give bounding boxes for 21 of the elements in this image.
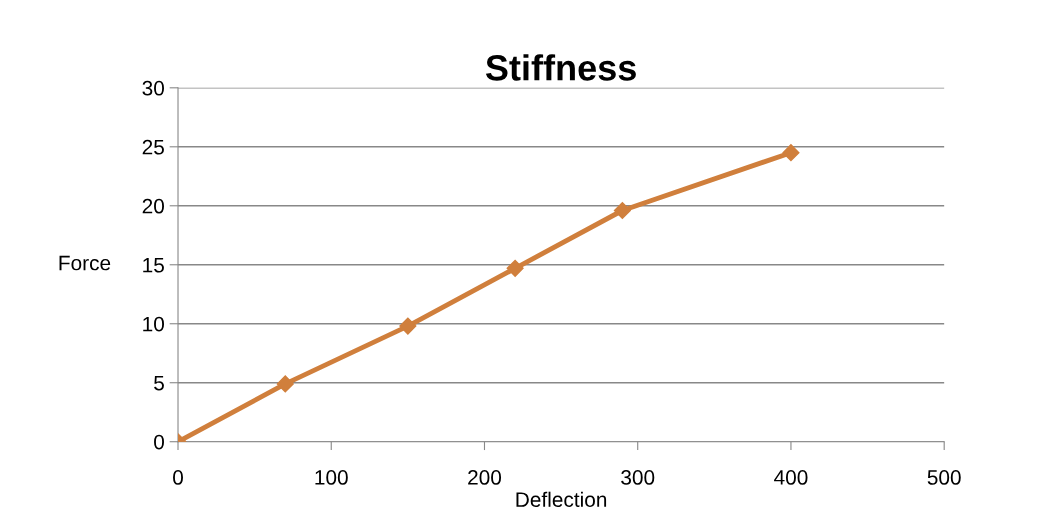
x-tick-label: 200 bbox=[468, 470, 502, 485]
point bbox=[506, 259, 524, 277]
point bbox=[276, 375, 294, 393]
chart-title: Stiffness bbox=[485, 54, 636, 81]
point bbox=[782, 144, 800, 162]
y-tick-label: 20 bbox=[142, 198, 164, 214]
point bbox=[613, 201, 631, 220]
y-tick-label: 0 bbox=[154, 434, 164, 450]
y-tick-label: 25 bbox=[142, 139, 164, 155]
y-tick-label: 5 bbox=[154, 375, 164, 391]
y-tick-label: 10 bbox=[143, 316, 164, 332]
y-tick-label: 15 bbox=[143, 257, 164, 273]
x-tick-label: 100 bbox=[315, 470, 348, 485]
x-tick-label: 0 bbox=[173, 470, 183, 485]
x-tick-label: 400 bbox=[774, 470, 808, 485]
point bbox=[399, 317, 417, 335]
x-axis-title: Deflection bbox=[516, 491, 607, 507]
y-axis-title: Force bbox=[59, 255, 111, 271]
y-tick-label: 30 bbox=[142, 80, 164, 96]
x-tick-label: 500 bbox=[927, 470, 961, 485]
x-tick-label: 300 bbox=[621, 470, 655, 485]
